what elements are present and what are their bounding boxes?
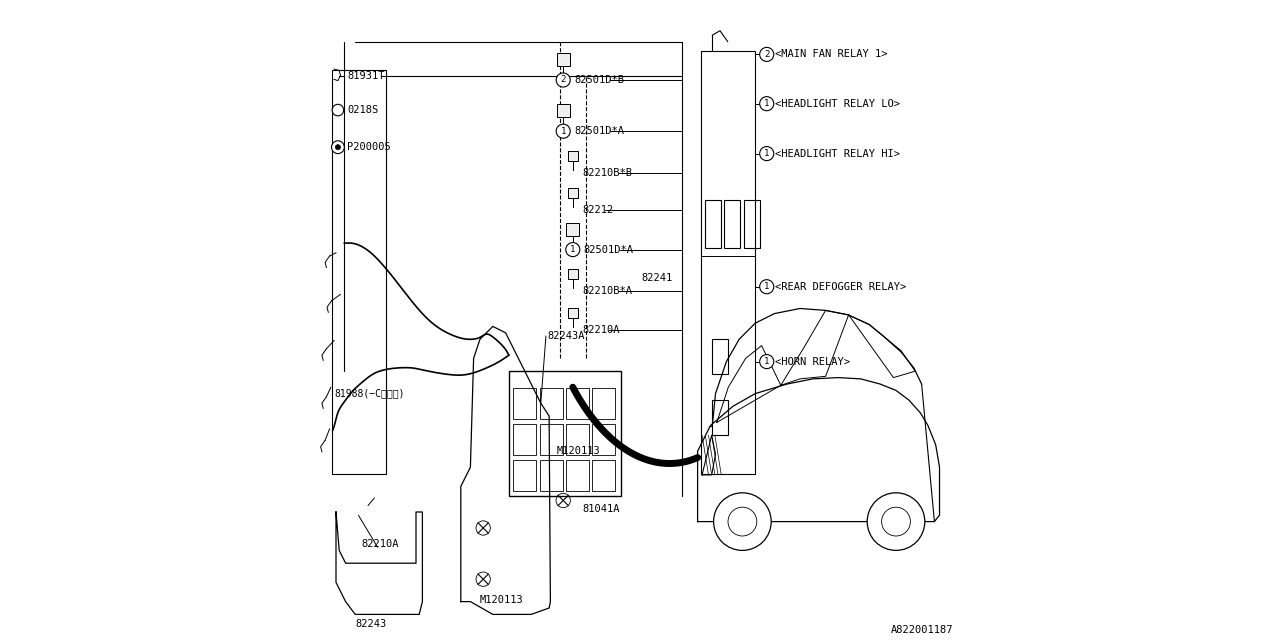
Text: 81988(−C年改。): 81988(−C年改。) — [334, 388, 404, 399]
Text: 1: 1 — [764, 282, 769, 291]
Bar — [701, 51, 755, 474]
Text: 0218S: 0218S — [347, 105, 378, 115]
Circle shape — [714, 493, 771, 550]
Bar — [591, 424, 614, 455]
Text: 2: 2 — [764, 50, 769, 59]
Bar — [712, 339, 728, 374]
Bar — [566, 424, 589, 455]
Text: <HEADLIGHT RELAY HI>: <HEADLIGHT RELAY HI> — [776, 148, 900, 159]
Bar — [591, 460, 614, 491]
Text: 82501D*B: 82501D*B — [575, 75, 625, 85]
Bar — [332, 70, 387, 474]
Text: 82212: 82212 — [582, 205, 613, 215]
Bar — [566, 223, 580, 236]
Text: 82210A: 82210A — [362, 539, 399, 549]
Bar — [724, 200, 740, 248]
Bar — [568, 151, 579, 161]
Bar — [513, 424, 536, 455]
Bar — [566, 388, 589, 419]
Bar — [557, 104, 570, 117]
Bar — [745, 200, 760, 248]
Bar — [712, 400, 728, 435]
Text: <MAIN FAN RELAY 1>: <MAIN FAN RELAY 1> — [776, 49, 887, 60]
Circle shape — [333, 104, 343, 116]
Text: 82241: 82241 — [641, 273, 672, 284]
Bar — [513, 388, 536, 419]
Text: 82243: 82243 — [356, 619, 387, 629]
Bar — [568, 188, 579, 198]
Bar — [540, 460, 563, 491]
Text: 81931T: 81931T — [347, 70, 384, 81]
Text: 1: 1 — [570, 245, 576, 254]
Circle shape — [760, 147, 773, 161]
Bar — [591, 388, 614, 419]
Circle shape — [760, 280, 773, 294]
Text: <HORN RELAY>: <HORN RELAY> — [776, 356, 850, 367]
Text: <HEADLIGHT RELAY LO>: <HEADLIGHT RELAY LO> — [776, 99, 900, 109]
Circle shape — [760, 355, 773, 369]
Circle shape — [760, 97, 773, 111]
Text: A822001187: A822001187 — [891, 625, 954, 636]
Text: 1: 1 — [561, 127, 566, 136]
Bar — [568, 269, 579, 279]
Bar — [540, 424, 563, 455]
Text: 82210A: 82210A — [582, 324, 620, 335]
Circle shape — [557, 73, 571, 87]
Bar — [540, 388, 563, 419]
Bar — [568, 308, 579, 318]
Text: 1: 1 — [764, 149, 769, 158]
Circle shape — [335, 145, 340, 150]
Bar — [513, 460, 536, 491]
Text: 81041A: 81041A — [582, 504, 620, 514]
Circle shape — [557, 124, 571, 138]
Text: 82210B*B: 82210B*B — [582, 168, 632, 178]
Bar — [557, 53, 570, 66]
Bar — [704, 200, 721, 248]
Text: 82243A: 82243A — [548, 331, 585, 341]
Text: 82210B*A: 82210B*A — [582, 285, 632, 296]
Text: 1: 1 — [764, 99, 769, 108]
Text: 2: 2 — [561, 76, 566, 84]
Text: M120113: M120113 — [480, 595, 524, 605]
Circle shape — [566, 243, 580, 257]
Text: 82501D*A: 82501D*A — [575, 126, 625, 136]
Bar — [508, 371, 621, 496]
Text: M120113: M120113 — [557, 446, 600, 456]
Circle shape — [868, 493, 925, 550]
Text: <REAR DEFOGGER RELAY>: <REAR DEFOGGER RELAY> — [776, 282, 906, 292]
Circle shape — [332, 141, 344, 154]
Text: 1: 1 — [764, 357, 769, 366]
Bar — [566, 460, 589, 491]
Circle shape — [760, 47, 773, 61]
Text: 82501D*A: 82501D*A — [584, 244, 634, 255]
Text: P200005: P200005 — [347, 142, 390, 152]
